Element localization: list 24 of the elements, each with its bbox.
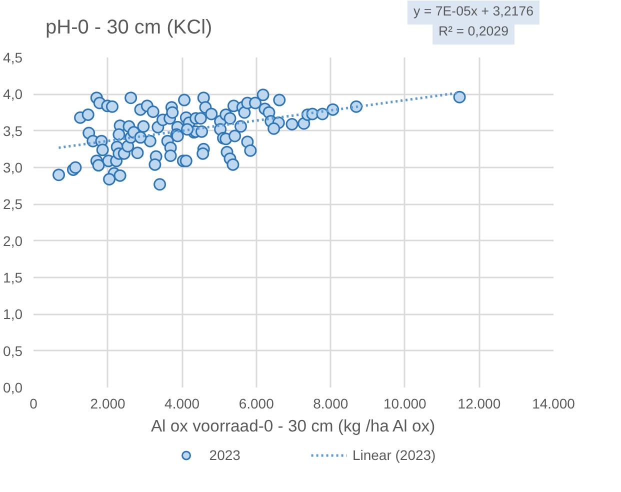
x-tick-label: 10.000 [384, 396, 427, 412]
x-tick-label: 14.000 [532, 396, 576, 412]
y-tick-label: 2,0 [3, 232, 23, 249]
y-tick-label: 4,0 [3, 86, 23, 102]
chart-title: pH-0 - 30 cm (KCl) [46, 16, 212, 38]
x-tick-label: 12.000 [458, 396, 501, 412]
y-tick-label: 3,5 [3, 122, 23, 139]
y-tick-label: 4,5 [3, 50, 23, 66]
x-axis-title: Al ox voorraad-0 - 30 cm (kg /ha Al ox) [150, 416, 436, 436]
y-tick-label: 0,5 [3, 342, 23, 359]
text: R² = 0,2029 [438, 24, 509, 38]
x-tick-label: 4.000 [164, 396, 200, 412]
legend-label: Linear (2023) [352, 447, 436, 463]
x-tick-label: 0 [30, 396, 38, 412]
x-tick-label: 8.000 [313, 396, 348, 412]
x-tick-label: 6.000 [238, 396, 274, 412]
x-tick-label: 2.000 [90, 396, 126, 412]
legend-label: 2023 [209, 447, 240, 463]
text: y = 7E-05x + 3,2176 [413, 4, 534, 18]
y-tick-label: 0,0 [3, 380, 23, 396]
y-tick-label: 1,0 [3, 306, 23, 322]
y-tick-label: 2,5 [3, 196, 23, 212]
y-tick-label: 3,0 [3, 160, 23, 176]
y-tick-label: 1,5 [3, 270, 23, 286]
